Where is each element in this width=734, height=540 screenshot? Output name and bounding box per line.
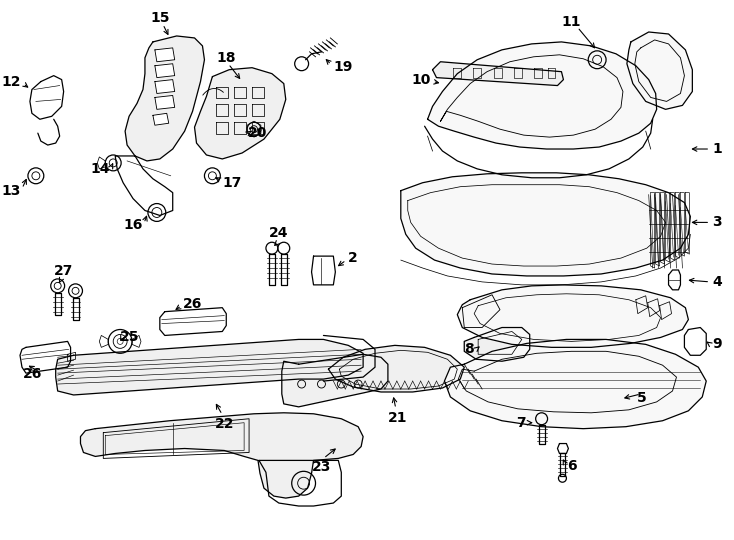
Text: 5: 5 [637, 391, 647, 405]
Text: 19: 19 [333, 60, 353, 73]
Polygon shape [428, 42, 657, 149]
Text: 1: 1 [712, 142, 722, 156]
Text: 4: 4 [712, 275, 722, 289]
Polygon shape [155, 96, 175, 109]
Polygon shape [155, 64, 175, 78]
Text: 17: 17 [222, 176, 241, 190]
Text: 8: 8 [465, 342, 474, 356]
Text: 7: 7 [516, 416, 526, 430]
Text: 10: 10 [411, 72, 431, 86]
Text: 25: 25 [120, 330, 139, 345]
Polygon shape [153, 113, 169, 125]
Text: 12: 12 [1, 75, 21, 89]
Text: 23: 23 [312, 461, 331, 475]
Text: 14: 14 [91, 162, 110, 176]
Text: 15: 15 [150, 11, 170, 25]
Polygon shape [81, 413, 363, 498]
Polygon shape [432, 62, 564, 85]
Text: 11: 11 [562, 15, 581, 29]
Text: 3: 3 [712, 215, 722, 230]
Polygon shape [627, 32, 692, 109]
Polygon shape [195, 68, 286, 159]
Polygon shape [155, 48, 175, 62]
Text: 6: 6 [567, 460, 577, 474]
Polygon shape [444, 340, 706, 429]
Text: 27: 27 [54, 264, 73, 278]
Text: 26: 26 [183, 296, 202, 310]
Polygon shape [457, 285, 688, 347]
Text: 26: 26 [23, 367, 42, 381]
Polygon shape [282, 354, 388, 407]
Polygon shape [155, 79, 175, 93]
Text: 24: 24 [269, 226, 288, 240]
Polygon shape [328, 346, 465, 392]
Text: 9: 9 [712, 338, 722, 352]
Polygon shape [401, 173, 691, 276]
Text: 13: 13 [1, 184, 21, 198]
Text: 22: 22 [214, 417, 234, 431]
Text: 16: 16 [123, 218, 143, 232]
Text: 20: 20 [248, 126, 267, 140]
Text: 18: 18 [217, 51, 236, 65]
Polygon shape [125, 36, 205, 161]
Polygon shape [56, 340, 363, 395]
Text: 21: 21 [388, 411, 407, 425]
Text: 2: 2 [348, 251, 358, 265]
Polygon shape [465, 328, 530, 361]
